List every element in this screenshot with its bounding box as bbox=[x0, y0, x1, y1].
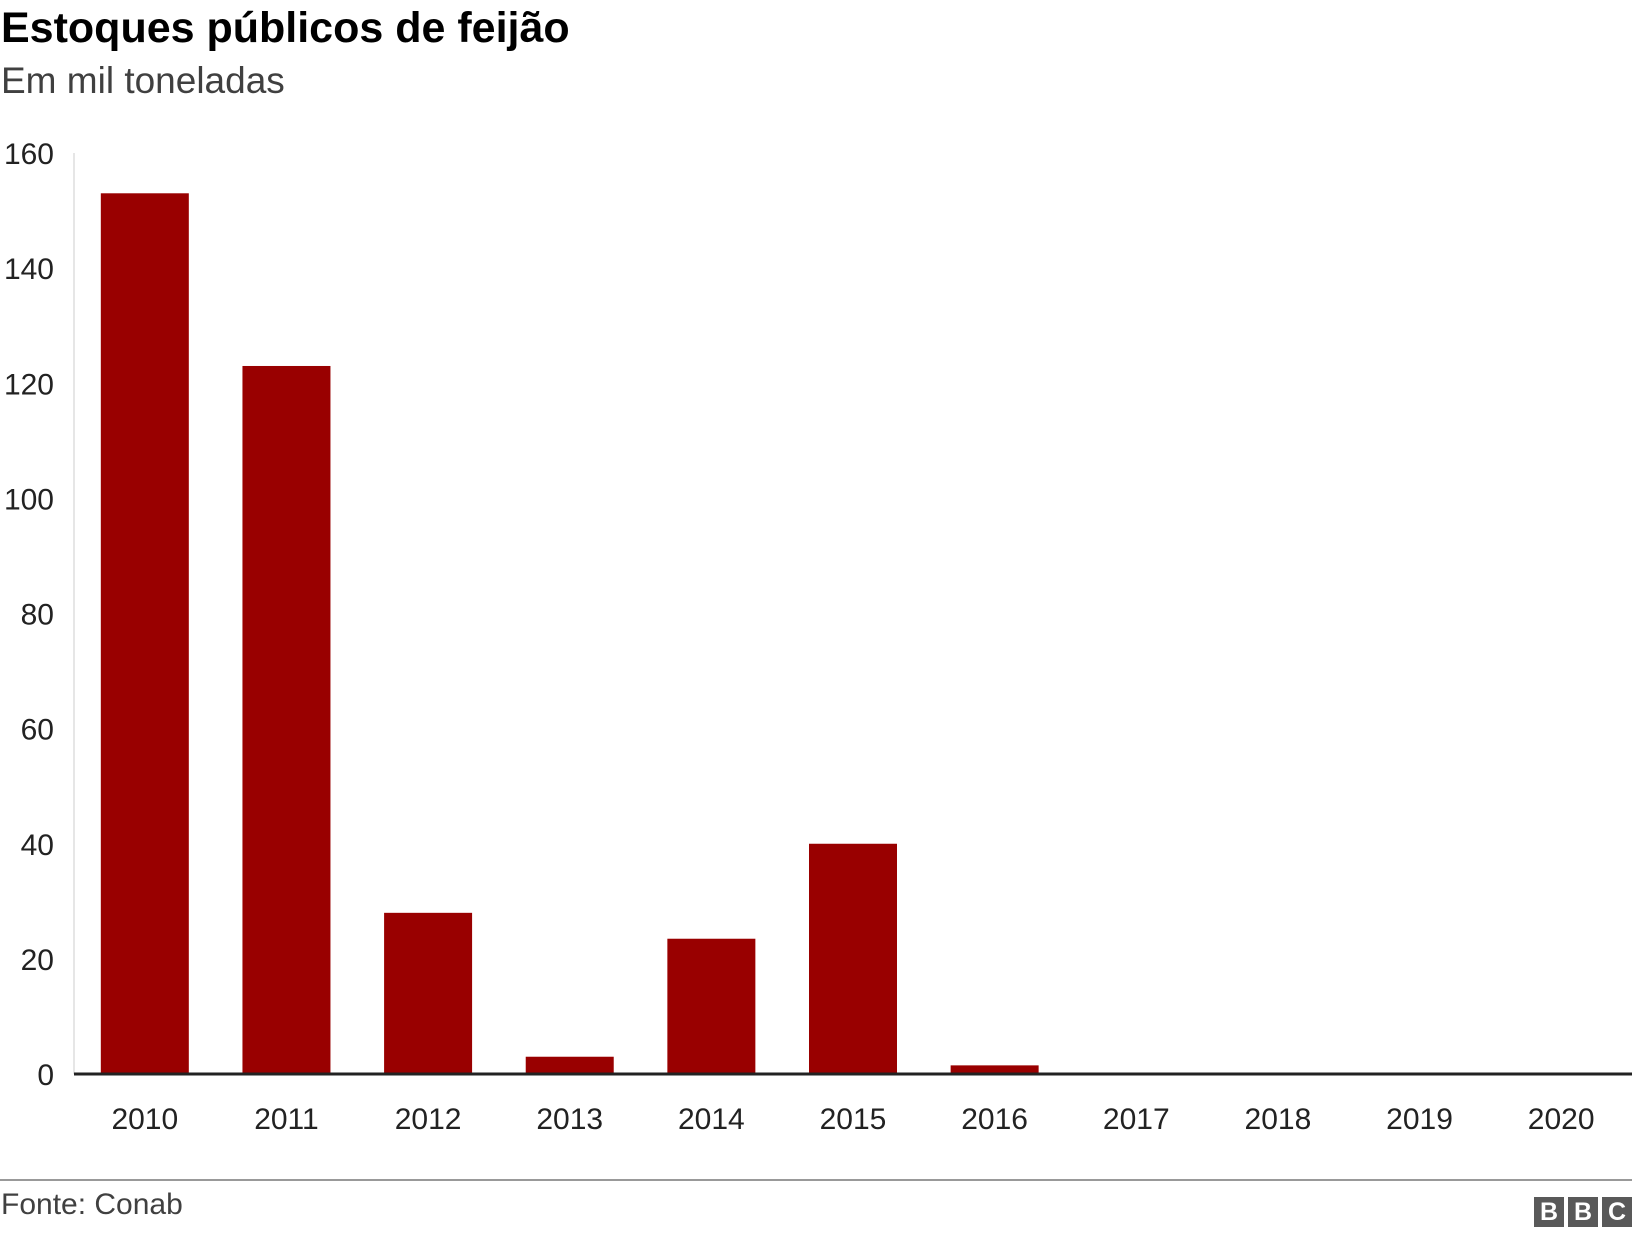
x-tick-label: 2019 bbox=[1386, 1103, 1453, 1136]
bbc-logo: B B C bbox=[1534, 1197, 1632, 1227]
x-tick-label: 2017 bbox=[1103, 1103, 1170, 1136]
logo-letter-c: C bbox=[1602, 1197, 1632, 1227]
x-tick-label: 2012 bbox=[395, 1103, 462, 1136]
x-tick-label: 2020 bbox=[1528, 1103, 1595, 1136]
chart-title: Estoques públicos de feijão bbox=[1, 4, 570, 52]
bar bbox=[667, 938, 756, 1074]
source-note: Fonte: Conab bbox=[1, 1188, 183, 1221]
x-axis: 2010 2011 2012 2013 2014 2015 2016 2017 2018 2019… bbox=[74, 1072, 1632, 1136]
y-tick-label: 0 bbox=[37, 1059, 54, 1092]
y-tick-label: 160 bbox=[4, 138, 54, 171]
bar bbox=[100, 193, 189, 1074]
logo-letter-b2: B bbox=[1568, 1197, 1598, 1227]
footer-divider bbox=[0, 1179, 1632, 1181]
y-tick-label: 80 bbox=[21, 599, 54, 632]
bar bbox=[384, 912, 473, 1074]
y-tick-label: 60 bbox=[21, 714, 54, 747]
x-tick-label: 2014 bbox=[678, 1103, 745, 1136]
bar bbox=[950, 1065, 1039, 1074]
x-tick-label: 2016 bbox=[961, 1103, 1028, 1136]
x-tick-label: 2015 bbox=[820, 1103, 887, 1136]
bar bbox=[242, 365, 331, 1074]
y-tick-label: 100 bbox=[4, 483, 54, 516]
y-tick-label: 40 bbox=[21, 829, 54, 862]
x-tick-label: 2018 bbox=[1245, 1103, 1312, 1136]
y-axis: 0 20 40 60 80 100 120 140 160 bbox=[4, 138, 75, 1092]
logo-letter-b1: B bbox=[1534, 1197, 1564, 1227]
bars bbox=[100, 193, 1039, 1074]
bar bbox=[525, 1056, 614, 1074]
y-tick-label: 120 bbox=[4, 368, 54, 401]
x-tick-label: 2011 bbox=[254, 1103, 319, 1136]
bar bbox=[809, 843, 897, 1074]
y-tick-label: 140 bbox=[4, 253, 54, 286]
chart-subtitle: Em mil toneladas bbox=[1, 60, 285, 101]
y-tick-label: 20 bbox=[21, 944, 54, 977]
x-tick-label: 2010 bbox=[111, 1103, 178, 1136]
x-tick-label: 2013 bbox=[536, 1103, 603, 1136]
